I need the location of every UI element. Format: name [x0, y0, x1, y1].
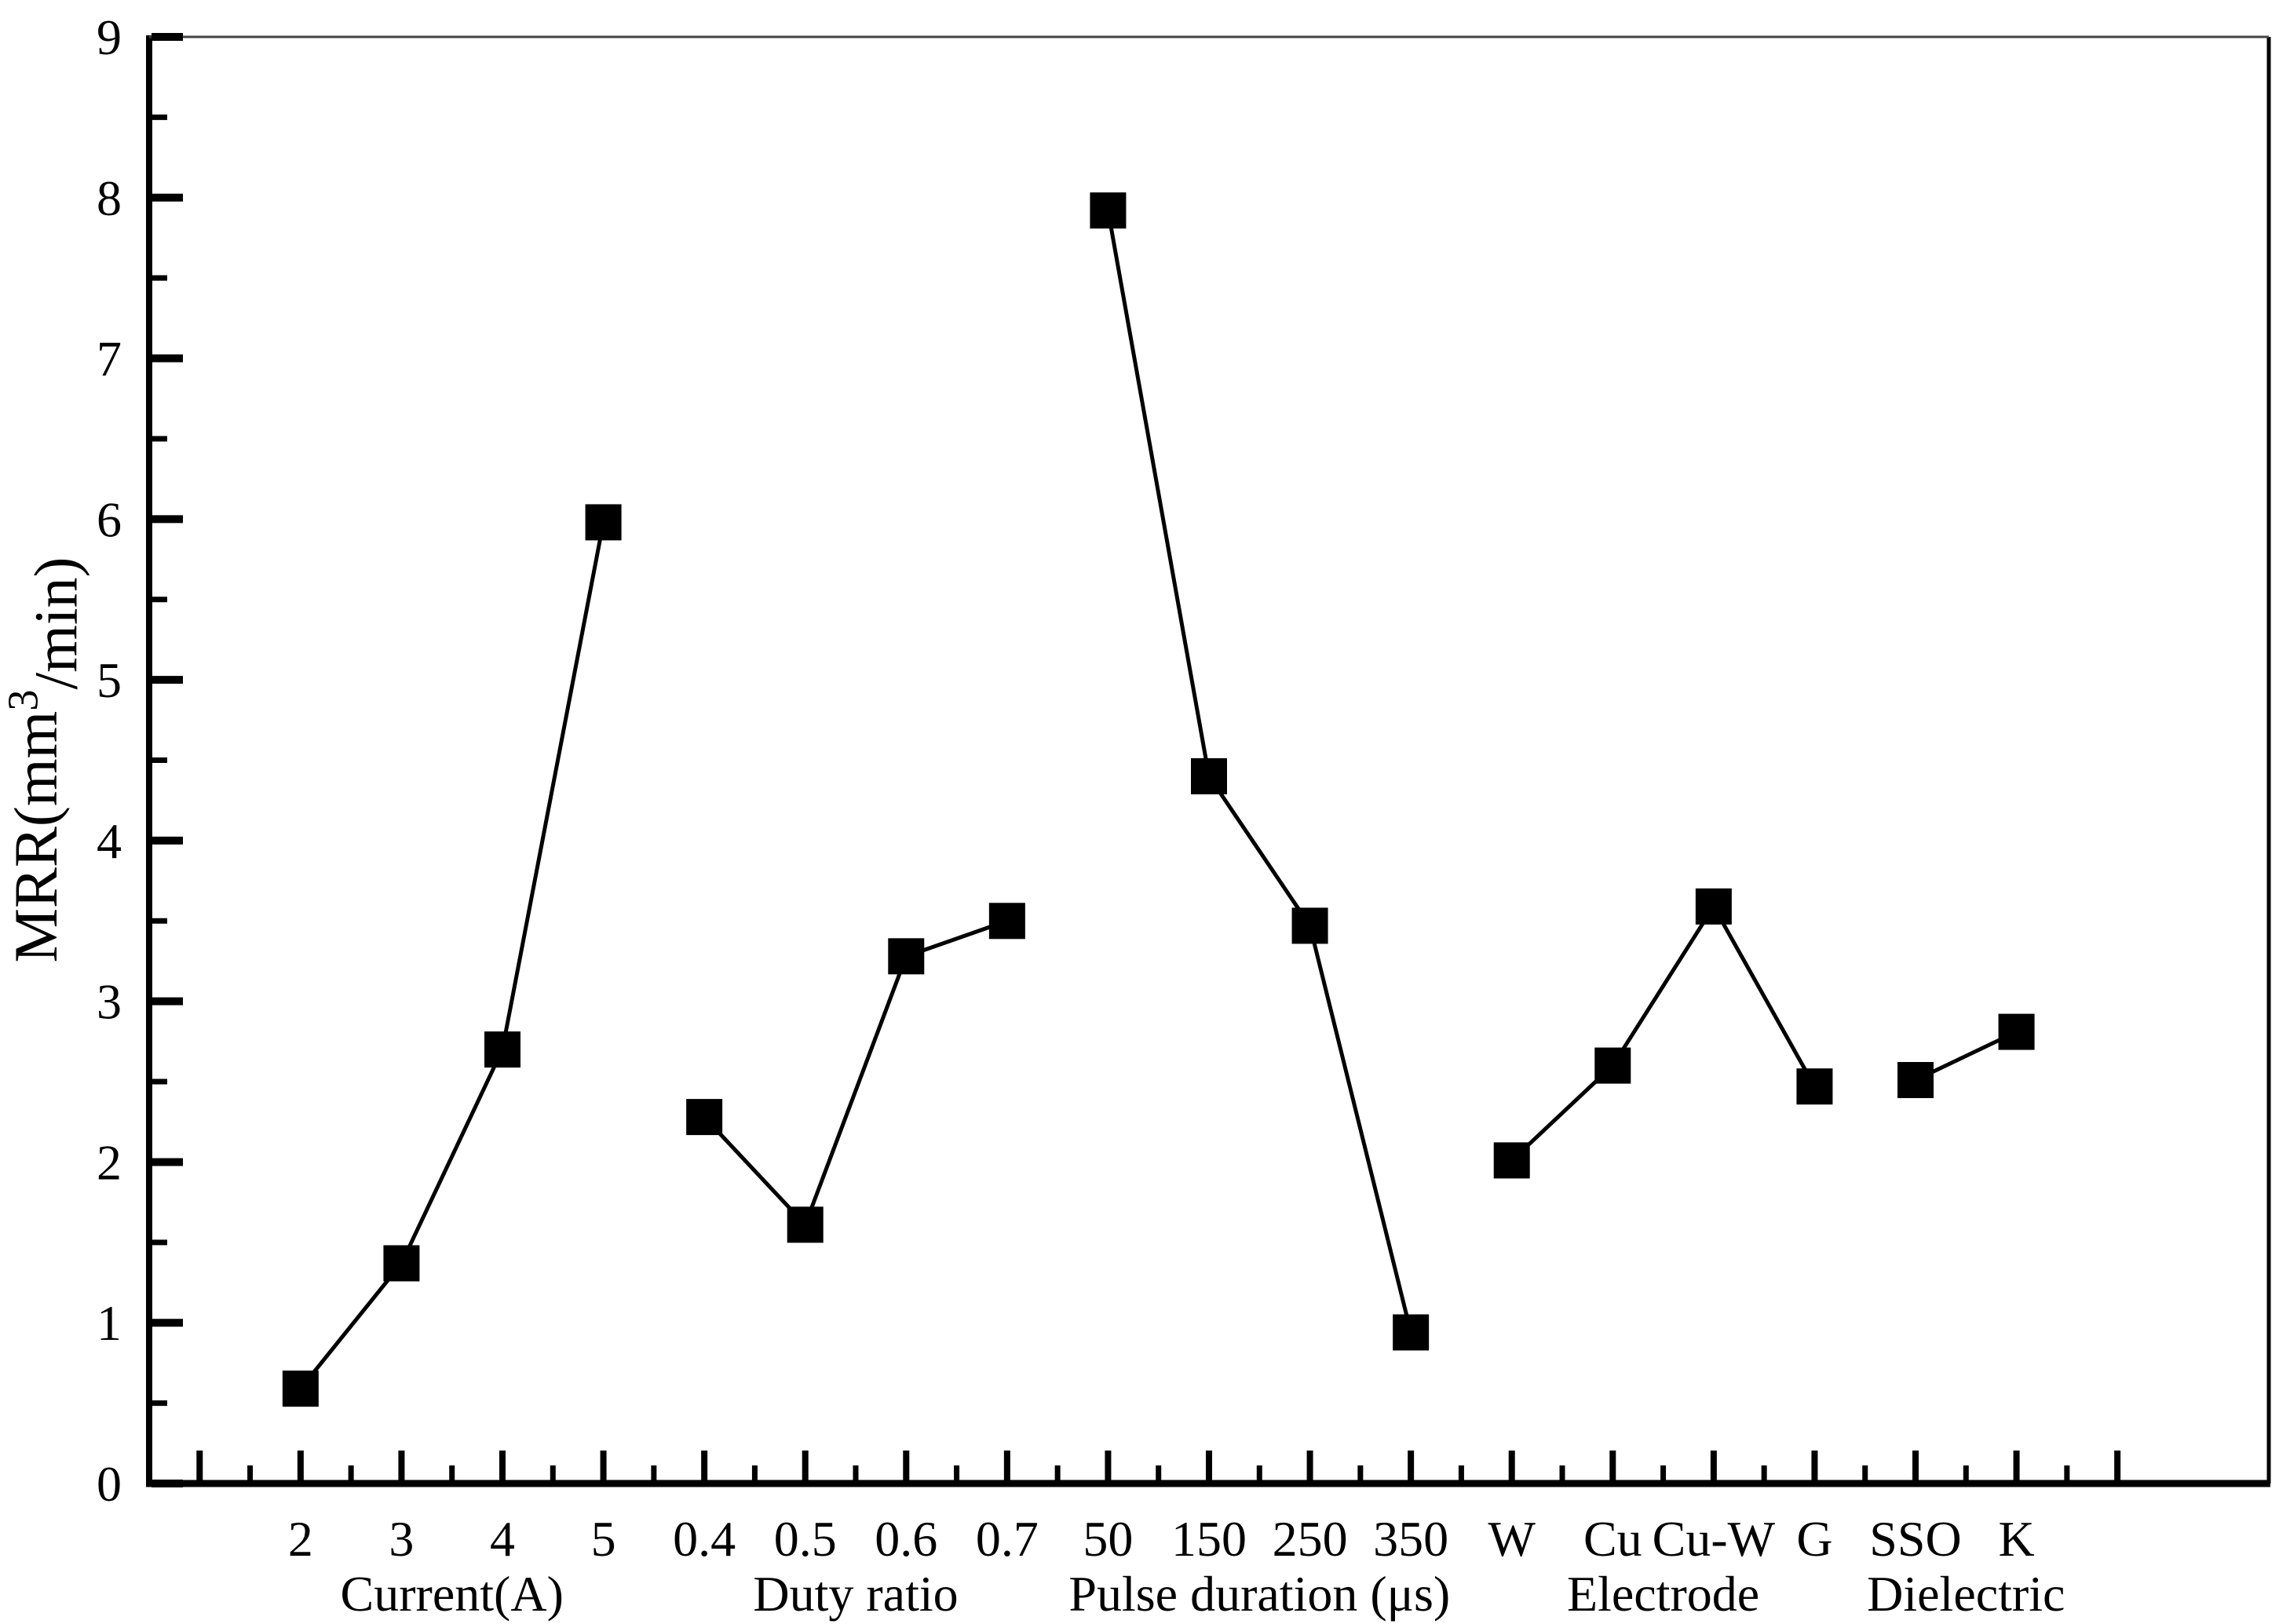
- data-point-marker: [1191, 757, 1227, 794]
- y-tick-label: 8: [97, 170, 122, 226]
- data-point-marker: [988, 903, 1025, 940]
- y-tick-label: 5: [97, 652, 122, 708]
- y-tick-label: 0: [97, 1456, 122, 1512]
- y-tick-label: 6: [97, 491, 122, 547]
- data-point-marker: [1090, 192, 1127, 229]
- y-tick-label: 7: [97, 331, 122, 387]
- data-point-marker: [1998, 1013, 2035, 1050]
- x-group-label: Electrode: [1567, 1566, 1759, 1622]
- series-line-0: [298, 521, 606, 1390]
- x-group-label: Pulse duration (μs): [1068, 1566, 1450, 1622]
- data-point-marker: [1393, 1314, 1430, 1351]
- y-tick-label: 3: [97, 974, 122, 1030]
- x-tick-label: 0.4: [673, 1511, 736, 1567]
- x-tick-label: 250: [1273, 1511, 1348, 1567]
- x-tick-label: Cu: [1583, 1511, 1642, 1567]
- y-tick-label: 4: [97, 813, 122, 869]
- data-point-marker: [1291, 907, 1328, 944]
- x-tick-label: 0.6: [875, 1511, 937, 1567]
- series-line-1: [703, 918, 1008, 1228]
- series-line-3: [1510, 902, 1817, 1162]
- x-tick-label: 5: [591, 1511, 616, 1567]
- data-point-marker: [1493, 1142, 1530, 1179]
- data-point-marker: [1594, 1047, 1631, 1084]
- data-point-marker: [383, 1245, 420, 1282]
- x-tick-label: 150: [1171, 1511, 1247, 1567]
- x-tick-label: 3: [389, 1511, 414, 1567]
- x-tick-label: 50: [1083, 1511, 1133, 1567]
- x-tick-label: K: [1998, 1511, 2034, 1567]
- data-point-marker: [686, 1099, 723, 1136]
- x-group-label: Duty ratio: [753, 1566, 958, 1622]
- data-point-marker: [888, 938, 925, 975]
- x-tick-label: 4: [490, 1511, 515, 1567]
- data-point-marker: [1796, 1068, 1833, 1105]
- x-group-label: Current(A): [341, 1566, 564, 1622]
- x-tick-label: SSO: [1869, 1511, 1961, 1567]
- x-tick-label: 2: [288, 1511, 313, 1567]
- x-tick-label: Cu-W: [1653, 1511, 1776, 1567]
- x-tick-label: G: [1796, 1511, 1832, 1567]
- data-point-marker: [282, 1370, 319, 1407]
- y-tick-label: 1: [97, 1295, 122, 1351]
- data-point-marker: [1897, 1062, 1934, 1099]
- x-group-label: Dielectric: [1867, 1566, 2065, 1622]
- x-tick-label: 0.7: [976, 1511, 1039, 1567]
- x-tick-label: 0.5: [774, 1511, 837, 1567]
- data-point-marker: [787, 1206, 824, 1243]
- y-tick-label: 2: [97, 1134, 122, 1190]
- y-axis-title: MRR(mm3​/min): [0, 557, 89, 962]
- data-point-marker: [484, 1031, 520, 1068]
- series-line-2: [1105, 210, 1413, 1334]
- x-tick-label: W: [1488, 1511, 1536, 1567]
- data-point-marker: [585, 504, 622, 541]
- data-point-marker: [1695, 888, 1732, 925]
- x-tick-label: 350: [1373, 1511, 1448, 1567]
- y-tick-label: 9: [97, 9, 122, 65]
